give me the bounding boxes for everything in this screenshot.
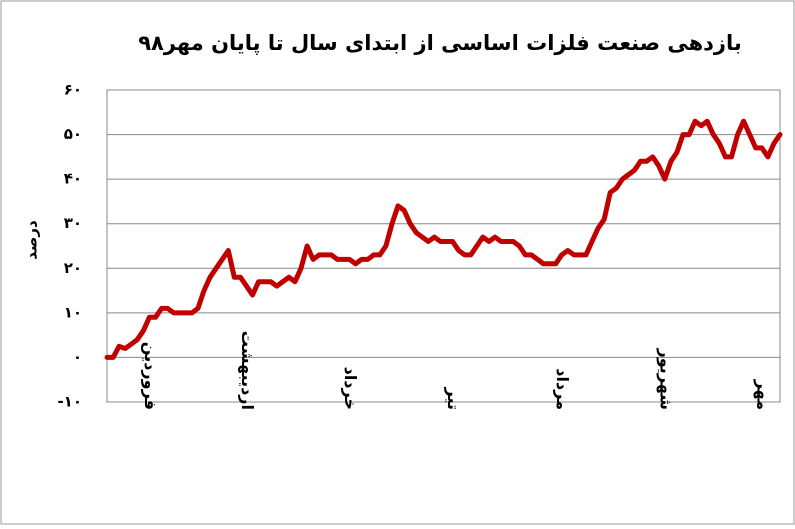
x-tick-label: شهریور [656, 348, 675, 411]
x-tick-label: مرداد [553, 368, 572, 410]
chart-title: بازدهی صنعت فلزات اساسی از ابتدای سال تا… [138, 31, 742, 55]
y-tick-label: ۱۰ [64, 303, 82, 321]
x-tick-label: مهر [753, 379, 772, 410]
y-tick-label: ۶۰ [64, 81, 82, 99]
y-tick-label: ۵۰ [64, 125, 82, 143]
y-tick-label: ۲۰ [64, 259, 82, 277]
y-tick-label: -۱۰ [57, 393, 82, 411]
x-tick-label: خرداد [341, 367, 360, 410]
x-tick-label: تیر [444, 387, 463, 411]
x-tick-label: اردیبهشت [238, 331, 257, 410]
y-tick-label: ۴۰ [64, 170, 82, 188]
x-tick-label: فروردین [141, 342, 160, 410]
y-axis-label: درصد [23, 220, 41, 260]
y-tick-label: ۳۰ [64, 214, 82, 232]
data-line [104, 118, 783, 360]
y-tick-label: ۰ [73, 348, 82, 366]
